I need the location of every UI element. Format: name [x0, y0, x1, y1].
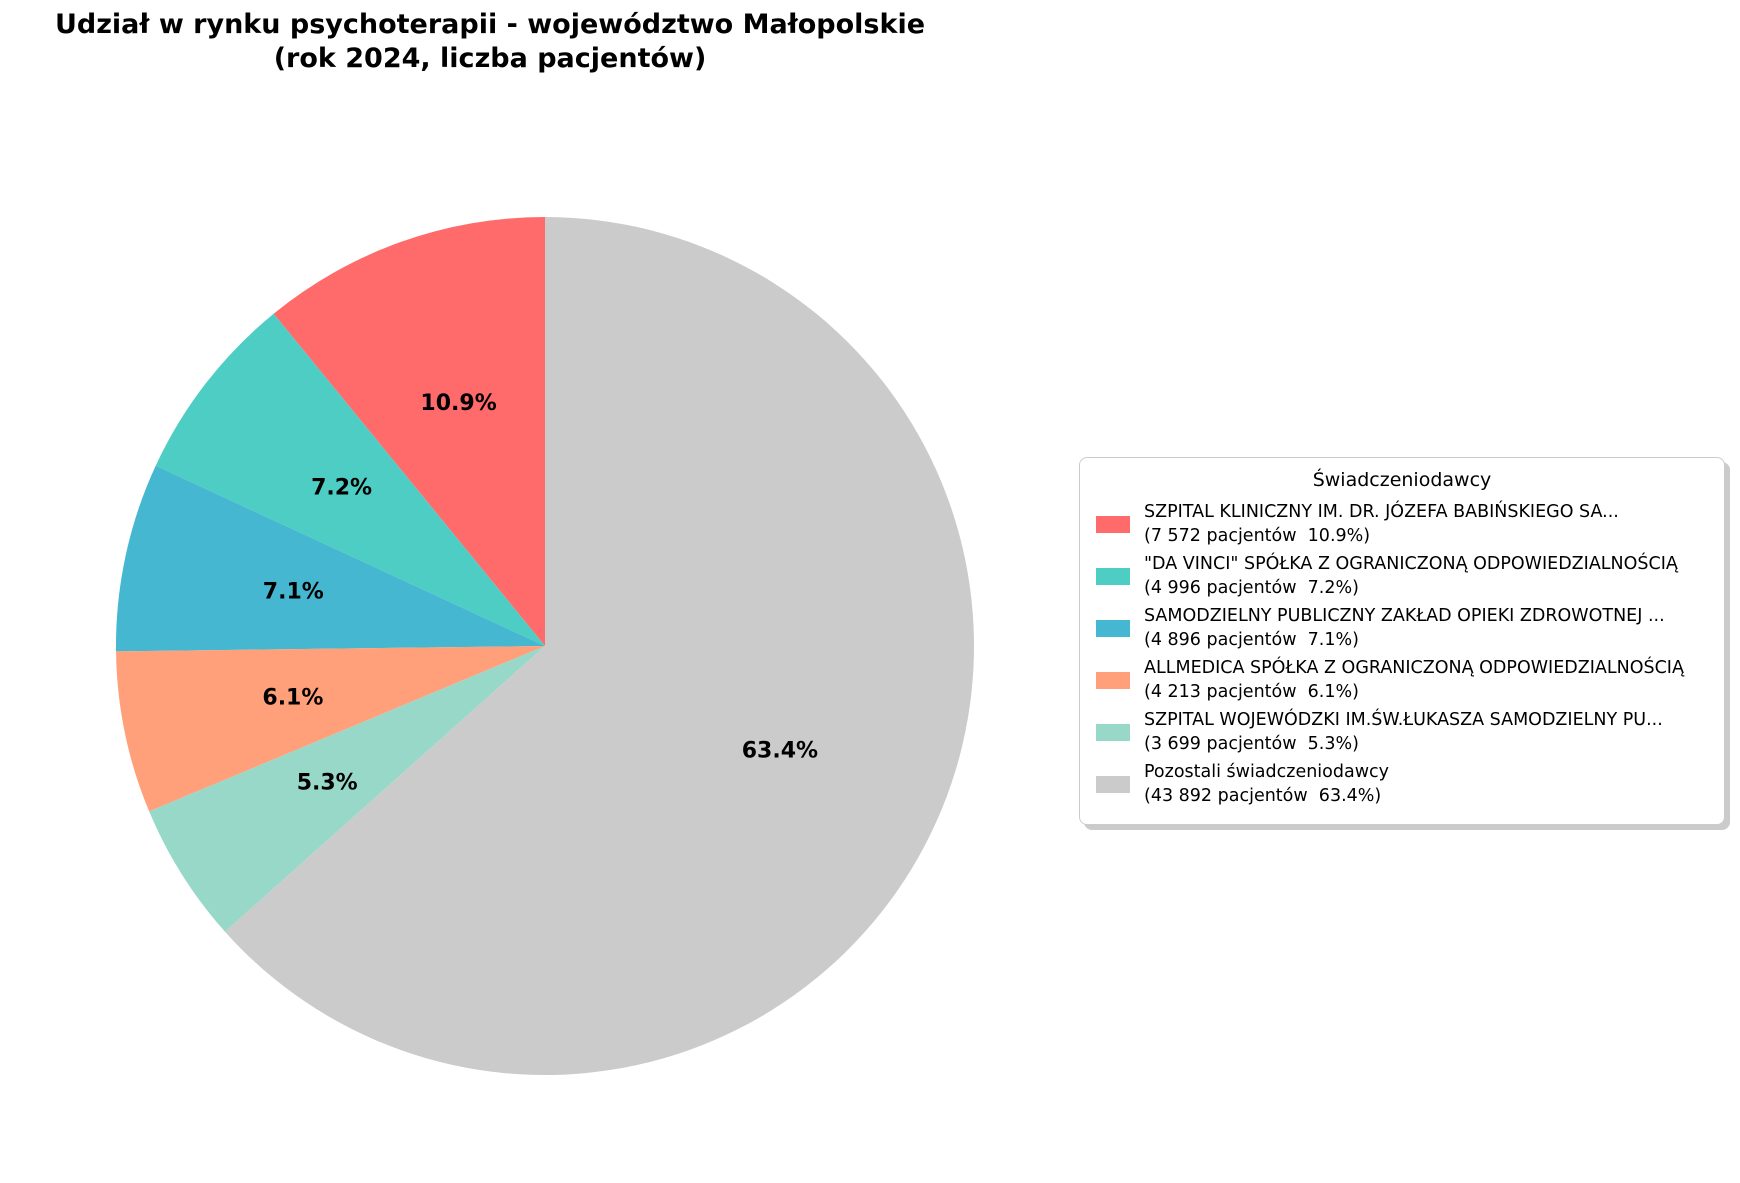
legend-color-swatch	[1096, 619, 1130, 637]
pie-chart: 10.9% 7.2% 7.1% 6.1% 5.3% 63.4%	[115, 217, 974, 1075]
legend-entry-name: Pozostali świadczeniodawcy	[1144, 762, 1389, 782]
pie-slice	[224, 217, 974, 1075]
pie-slice	[273, 217, 545, 646]
pie-slice	[115, 465, 546, 652]
legend-entry-name: SZPITAL WOJEWÓDZKI IM.ŚW.ŁUKASZA SAMODZI…	[1144, 710, 1663, 730]
pie-pct-label: 6.1%	[262, 686, 323, 711]
legend-entry: ALLMEDICA SPÓŁKA Z OGRANICZONĄ ODPOWIEDZ…	[1094, 656, 1710, 704]
legend-color-swatch	[1096, 775, 1130, 793]
legend-entry-stats: (7 572 pacjentów 10.9%)	[1144, 526, 1371, 546]
pie-pct-label: 7.1%	[263, 580, 324, 605]
legend-color-swatch	[1096, 515, 1130, 533]
chart-title: Udział w rynku psychoterapii - województ…	[0, 8, 980, 76]
legend-entry-name: SAMODZIELNY PUBLICZNY ZAKŁAD OPIEKI ZDRO…	[1144, 606, 1665, 626]
legend-entry-stats: (4 996 pacjentów 7.2%)	[1144, 578, 1359, 598]
legend-entry-name: ALLMEDICA SPÓŁKA Z OGRANICZONĄ ODPOWIEDZ…	[1144, 658, 1684, 678]
chart-title-line2: (rok 2024, liczba pacjentów)	[273, 43, 707, 74]
legend-entry-name: SZPITAL KLINICZNY IM. DR. JÓZEFA BABIŃSK…	[1144, 502, 1619, 522]
legend-title: Świadczeniodawcy	[1312, 469, 1492, 491]
legend: Świadczeniodawcy SZPITAL KLINICZNY IM. D…	[1079, 457, 1725, 825]
legend-entry: SAMODZIELNY PUBLICZNY ZAKŁAD OPIEKI ZDRO…	[1094, 604, 1710, 652]
legend-entry-name: "DA VINCI" SPÓŁKA Z OGRANICZONĄ ODPOWIED…	[1144, 554, 1678, 574]
pie-pct-label: 10.9%	[420, 391, 496, 416]
legend-entries: SZPITAL KLINICZNY IM. DR. JÓZEFA BABIŃSK…	[1094, 500, 1710, 808]
legend-entry: Pozostali świadczeniodawcy (43 892 pacje…	[1094, 760, 1710, 808]
pie-pct-label: 5.3%	[297, 771, 358, 796]
pie-pct-label: 7.2%	[311, 476, 372, 501]
legend-color-swatch	[1096, 671, 1130, 689]
legend-entry: "DA VINCI" SPÓŁKA Z OGRANICZONĄ ODPOWIED…	[1094, 552, 1710, 600]
legend-entry-stats: (43 892 pacjentów 63.4%)	[1144, 786, 1382, 806]
legend-entry-stats: (4 213 pacjentów 6.1%)	[1144, 682, 1359, 702]
pie-slice	[155, 313, 545, 646]
legend-color-swatch	[1096, 567, 1130, 585]
legend-entry: SZPITAL KLINICZNY IM. DR. JÓZEFA BABIŃSK…	[1094, 500, 1710, 548]
legend-entry-stats: (3 699 pacjentów 5.3%)	[1144, 734, 1359, 754]
chart-title-line1: Udział w rynku psychoterapii - województ…	[54, 9, 926, 40]
legend-color-swatch	[1096, 723, 1130, 741]
pie-slice	[149, 646, 546, 932]
pie-svg: 10.9% 7.2% 7.1% 6.1% 5.3% 63.4%	[115, 217, 974, 1075]
legend-entry-stats: (4 896 pacjentów 7.1%)	[1144, 630, 1359, 650]
legend-entry: SZPITAL WOJEWÓDZKI IM.ŚW.ŁUKASZA SAMODZI…	[1094, 708, 1710, 756]
pie-slice	[116, 646, 545, 812]
pie-pct-label: 63.4%	[742, 739, 818, 764]
